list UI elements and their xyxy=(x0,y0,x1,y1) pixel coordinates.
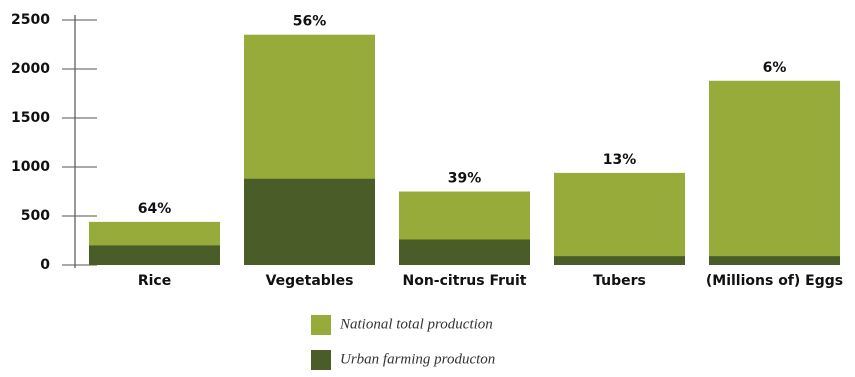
legend-label: Urban farming producton xyxy=(340,351,495,367)
x-tick-label: Non-citrus Fruit xyxy=(402,273,526,289)
y-tick-label: 1000 xyxy=(11,159,50,175)
bar xyxy=(709,256,840,265)
legend-swatch xyxy=(311,315,331,335)
x-tick-label: Tubers xyxy=(593,273,646,289)
legend-swatch xyxy=(311,350,331,370)
legend-label: National total production xyxy=(339,316,493,332)
x-tick-label: (Millions of) Eggs xyxy=(706,273,843,289)
x-tick-label: Vegetables xyxy=(266,273,354,289)
bar xyxy=(399,239,530,265)
bar-label: 39% xyxy=(448,171,482,187)
bar-label: 13% xyxy=(603,152,637,168)
bar-label: 56% xyxy=(293,14,327,30)
bar-label: 64% xyxy=(138,201,172,217)
bar xyxy=(554,256,685,265)
y-tick-label: 1500 xyxy=(11,110,50,126)
y-tick-label: 2000 xyxy=(11,61,50,77)
bar-label: 6% xyxy=(763,60,787,76)
y-tick-label: 0 xyxy=(40,257,50,273)
bar xyxy=(709,80,840,265)
y-tick-label: 500 xyxy=(21,208,50,224)
x-tick-label: Rice xyxy=(138,273,171,289)
y-tick-label: 2500 xyxy=(11,12,50,28)
bar xyxy=(89,245,220,265)
bar xyxy=(244,178,375,265)
bar xyxy=(554,172,685,265)
